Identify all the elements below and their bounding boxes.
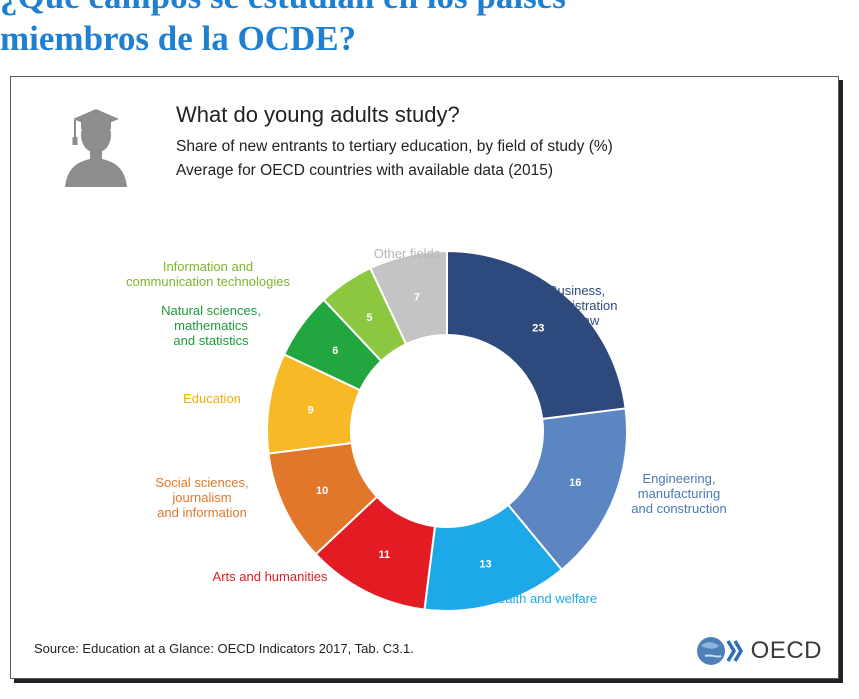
chart-title-block: What do young adults study? Share of new… (176, 102, 613, 186)
page-heading-line2: miembros de la OCDE? (0, 19, 357, 58)
slice-category-label: Health and welfare (489, 591, 597, 606)
oecd-logo-text: OECD (750, 637, 822, 664)
slice-category-label: Arts and humanities (213, 569, 328, 584)
oecd-logo: OECD (695, 634, 822, 668)
slice-value-label: 13 (479, 559, 491, 571)
page-heading-line1: ¿Qué campos se estudian en los países (0, 0, 566, 18)
infographic-card: What do young adults study? Share of new… (10, 76, 839, 679)
chart-title: What do young adults study? (176, 102, 460, 127)
slice-value-label: 6 (332, 345, 338, 357)
graduate-silhouette-icon (65, 109, 127, 187)
chart-subtitle-2: Average for OECD countries with availabl… (176, 162, 554, 179)
slice-value-label: 9 (308, 404, 314, 416)
slice-category-label: Business, administration and law (537, 283, 618, 328)
donut-slice (446, 249, 627, 421)
slice-value-label: 5 (366, 312, 372, 324)
chart-subtitle: Share of new entrants to tertiary educat… (176, 138, 613, 155)
slice-category-label: Information and communication technologie… (126, 259, 291, 289)
donut-slice (506, 407, 628, 572)
slice-category-label: Other fields (374, 246, 441, 261)
oecd-globe-icon (696, 637, 743, 665)
slice-value-label: 16 (569, 477, 581, 489)
slice-value-label: 7 (414, 291, 420, 303)
slice-value-label: 11 (379, 549, 391, 561)
slice-category-label: Natural sciences, mathematics and statisti… (161, 303, 261, 348)
page-heading: ¿Qué campos se estudian en los países mi… (0, 0, 566, 60)
slice-category-label: Education (183, 391, 241, 406)
slice-category-label: Social sciences, journalism and informatio… (155, 475, 248, 520)
slice-value-label: 23 (532, 322, 544, 334)
slice-category-label: Engineering, manufacturing and constructio… (631, 471, 726, 516)
donut-slice (369, 249, 448, 346)
source-note: Source: Education at a Glance: OECD Indi… (34, 641, 414, 656)
slice-value-label: 10 (316, 485, 328, 497)
